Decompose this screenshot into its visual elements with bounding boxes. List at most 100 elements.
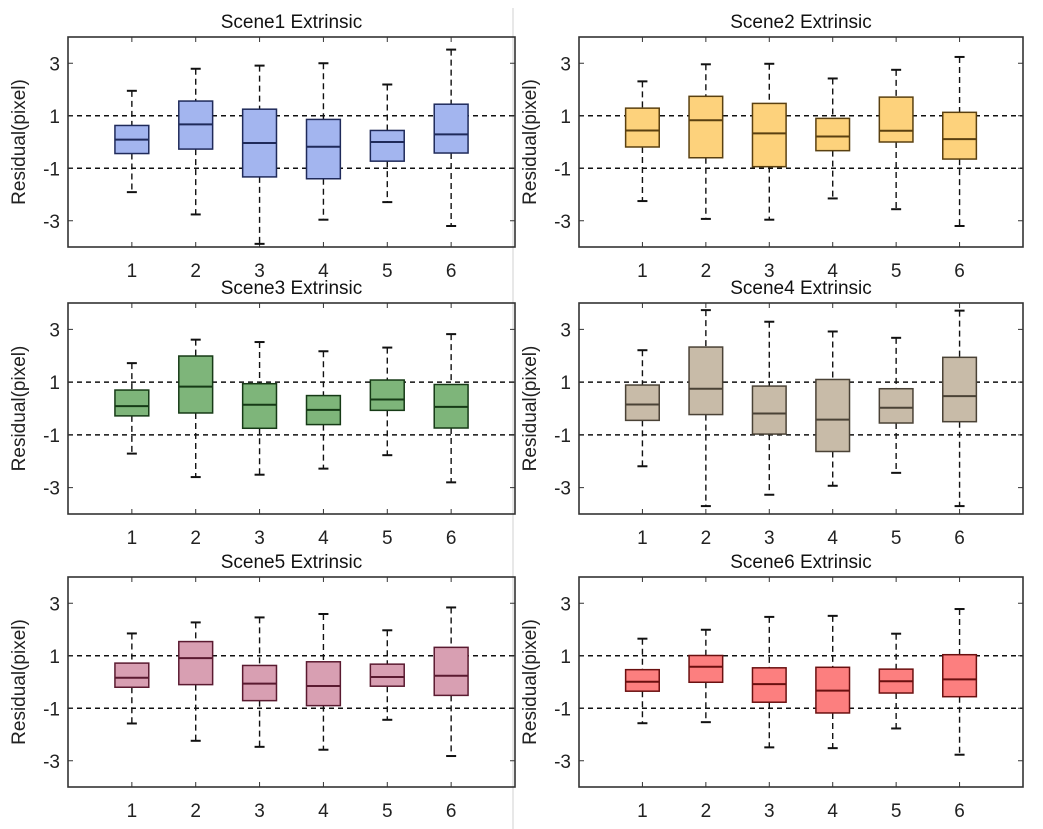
y-tick-label: -3 (554, 479, 571, 500)
x-tick-label: 1 (127, 261, 138, 282)
y-tick-label: -1 (43, 699, 60, 720)
axes-frame (67, 36, 516, 248)
box-2 (178, 338, 214, 479)
box-iqr (878, 96, 914, 143)
box-2 (178, 67, 214, 216)
x-tick-label: 1 (637, 801, 648, 822)
y-tick-label: -3 (43, 212, 60, 233)
y-axis-label: Residual(pixel) (9, 79, 30, 205)
box-iqr (369, 379, 405, 412)
y-tick-label: 1 (49, 107, 60, 128)
y-tick-label: 1 (49, 647, 60, 668)
box-2 (688, 628, 724, 724)
y-axis-label: Residual(pixel) (520, 619, 541, 745)
box-5 (369, 83, 405, 204)
x-tick-label: 5 (382, 801, 393, 822)
y-tick-label: 3 (560, 320, 571, 341)
box-6 (433, 606, 469, 758)
x-tick-label: 4 (318, 528, 329, 549)
x-tick-label: 4 (318, 261, 329, 282)
x-tick-label: 6 (446, 528, 457, 549)
box-iqr (433, 646, 469, 697)
y-tick-label: -3 (43, 752, 60, 773)
y-tick-label: -1 (43, 159, 60, 180)
box-2 (178, 621, 214, 742)
box-2 (688, 309, 724, 508)
box-3 (751, 62, 787, 221)
subplot-2: Scene2 Extrinsic Residual(pixel) 3 1 -1 -3 1 2 3… (520, 12, 1024, 282)
y-tick-label: -1 (554, 159, 571, 180)
box-2 (688, 63, 724, 220)
box-1 (114, 89, 150, 194)
axes-frame (578, 576, 1024, 788)
box-5 (878, 68, 914, 211)
x-tick-label: 2 (701, 801, 712, 822)
x-tick-label: 2 (190, 801, 201, 822)
box-6 (433, 333, 469, 484)
y-tick-label: 1 (560, 107, 571, 128)
box-4 (305, 613, 342, 751)
box-1 (624, 637, 660, 725)
subplot-title: Scene3 Extrinsic (221, 278, 363, 299)
y-tick-label: 3 (49, 320, 60, 341)
box-iqr (688, 654, 724, 684)
subplot-6: Scene6 Extrinsic Residual(pixel) 3 1 -1 -3 1 2 3… (520, 552, 1024, 822)
box-3 (751, 615, 787, 749)
box-3 (241, 64, 278, 245)
box-iqr (751, 385, 787, 435)
subplot-4: Scene4 Extrinsic Residual(pixel) 3 1 -1 -3 1 2 3… (520, 278, 1024, 549)
x-tick-label: 2 (701, 261, 712, 282)
x-tick-label: 5 (891, 528, 902, 549)
y-tick-label: -3 (43, 479, 60, 500)
y-tick-label: 3 (560, 594, 571, 615)
box-iqr (114, 389, 150, 417)
box-4 (815, 614, 851, 750)
subplot-3: Scene3 Extrinsic Residual(pixel) 3 1 -1 -3 1 2 3… (9, 278, 516, 549)
box-iqr (624, 384, 660, 422)
x-tick-label: 3 (764, 261, 775, 282)
x-tick-label: 2 (190, 528, 201, 549)
y-tick-label: 3 (49, 594, 60, 615)
box-1 (114, 362, 150, 455)
x-tick-label: 6 (954, 528, 965, 549)
box-iqr (815, 378, 851, 453)
x-tick-label: 5 (382, 528, 393, 549)
y-tick-label: -3 (554, 212, 571, 233)
subplot-title: Scene5 Extrinsic (221, 552, 363, 573)
box-iqr (433, 103, 469, 154)
y-tick-label: 1 (560, 373, 571, 394)
box-iqr (624, 668, 660, 692)
box-iqr (942, 111, 978, 160)
box-iqr (815, 117, 851, 152)
subplot-title: Scene6 Extrinsic (730, 552, 872, 573)
x-tick-label: 4 (318, 801, 329, 822)
x-tick-label: 6 (446, 801, 457, 822)
axes-frame (578, 36, 1024, 248)
box-iqr (624, 107, 660, 148)
box-iqr (305, 118, 342, 180)
x-tick-label: 6 (954, 801, 965, 822)
box-iqr (688, 346, 724, 416)
y-axis-label: Residual(pixel) (520, 79, 541, 205)
box-4 (815, 330, 851, 487)
y-tick-label: -1 (554, 699, 571, 720)
axes-frame (578, 302, 1024, 515)
box-1 (114, 632, 150, 725)
x-tick-label: 1 (127, 801, 138, 822)
x-tick-label: 3 (764, 801, 775, 822)
x-tick-label: 2 (701, 528, 712, 549)
box-iqr (942, 356, 978, 423)
box-iqr (305, 661, 342, 707)
box-iqr (241, 382, 278, 430)
box-3 (241, 341, 278, 476)
y-tick-label: -1 (43, 426, 60, 447)
subplot-title: Scene4 Extrinsic (730, 278, 872, 299)
y-tick-label: -3 (554, 752, 571, 773)
x-tick-label: 3 (254, 801, 265, 822)
box-4 (815, 77, 851, 200)
box-6 (942, 608, 978, 756)
x-tick-label: 2 (190, 261, 201, 282)
x-tick-label: 5 (891, 261, 902, 282)
box-5 (369, 346, 405, 457)
